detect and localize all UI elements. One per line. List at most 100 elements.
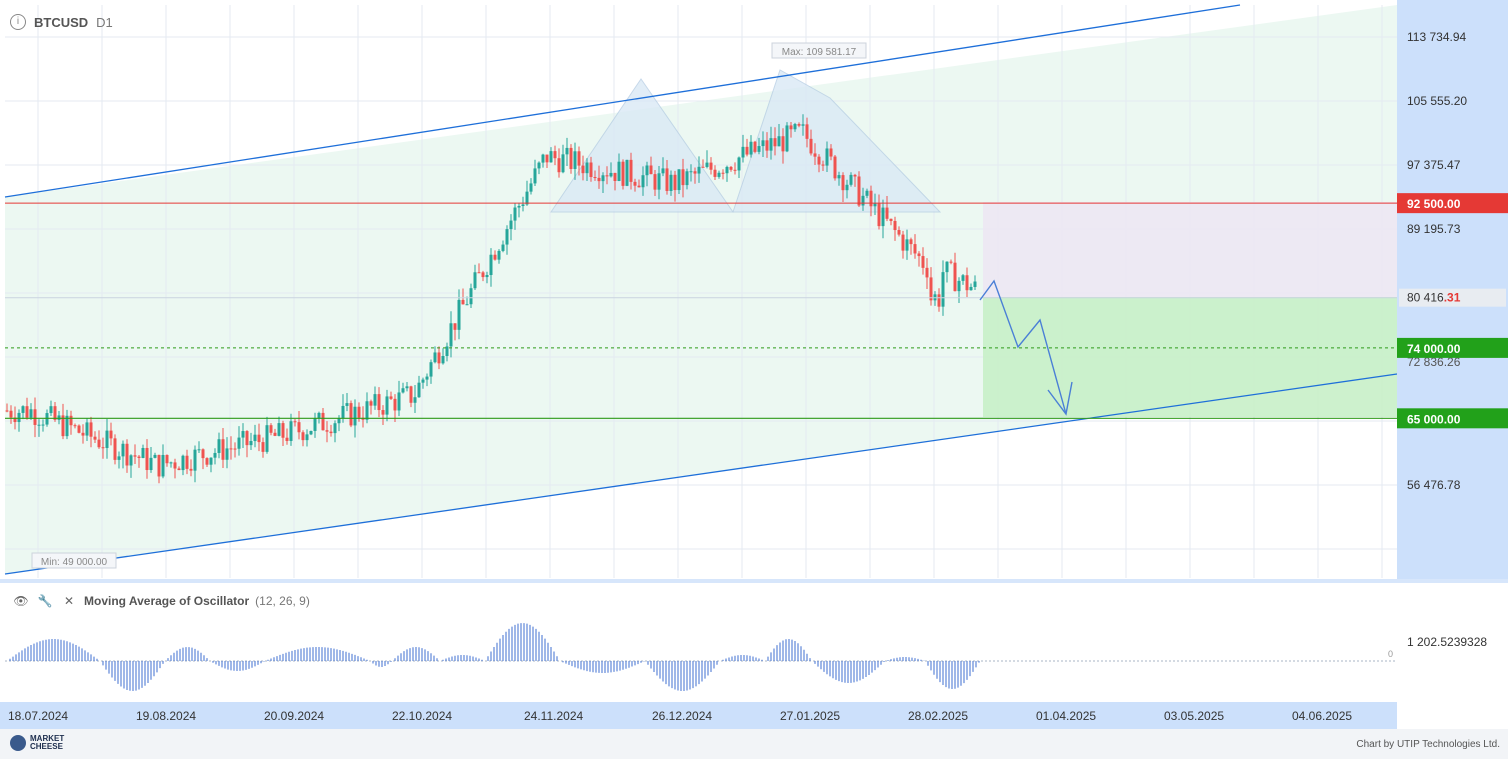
candle-body xyxy=(721,172,725,174)
candle-body xyxy=(541,154,545,163)
candle-body xyxy=(705,162,709,167)
x-tick-label: 22.10.2024 xyxy=(392,709,452,723)
candle-body xyxy=(597,177,601,182)
candle-body xyxy=(653,174,657,190)
candle-body xyxy=(913,244,917,254)
candle-body xyxy=(357,406,361,418)
level-label-92500: 92 500.00 xyxy=(1407,197,1461,211)
candle-body xyxy=(145,447,149,471)
candle-body xyxy=(369,401,373,406)
candle-body xyxy=(445,346,449,357)
candle-body xyxy=(937,294,941,307)
candle-body xyxy=(769,138,773,151)
candle-body xyxy=(761,140,765,147)
indicator-params: (12, 26, 9) xyxy=(255,594,310,608)
candle-body xyxy=(869,190,873,207)
candle-body xyxy=(817,156,821,165)
candle-body xyxy=(809,138,813,154)
candle-body xyxy=(341,405,345,418)
candle-body xyxy=(257,434,261,443)
candle-body xyxy=(529,183,533,192)
candle-body xyxy=(85,422,89,436)
candle-body xyxy=(193,449,197,471)
level-badge-92500 xyxy=(1397,193,1508,214)
candle-body xyxy=(289,421,293,441)
candle-body xyxy=(897,230,901,235)
candle-body xyxy=(381,410,385,415)
x-tick-label: 03.05.2025 xyxy=(1164,709,1224,723)
candle-body xyxy=(745,146,749,155)
candle-body xyxy=(905,239,909,251)
candle-body xyxy=(353,406,357,426)
candle-body xyxy=(753,141,757,152)
x-tick-label: 26.12.2024 xyxy=(652,709,712,723)
candle-body xyxy=(517,205,521,208)
candle-body xyxy=(709,162,713,170)
candle-body xyxy=(885,207,889,219)
candle-body xyxy=(469,288,473,305)
candle-body xyxy=(661,168,665,174)
candle-body xyxy=(125,443,129,466)
candle-body xyxy=(613,172,617,181)
pane-separator xyxy=(0,579,1508,583)
min-label: Min: 49 000.00 xyxy=(41,557,108,568)
brand-logo: MARKET CHEESE xyxy=(10,735,64,751)
candle-body xyxy=(665,168,669,191)
info-icon[interactable]: i xyxy=(10,14,26,30)
forecast-path xyxy=(979,279,1067,415)
level-label-65000: 65 000.00 xyxy=(1407,412,1461,426)
candle-body xyxy=(93,436,97,440)
candle-body xyxy=(621,161,625,186)
candle-body xyxy=(921,256,925,268)
candle-body xyxy=(561,154,565,173)
candle-body xyxy=(205,458,209,465)
candle-body xyxy=(925,267,929,278)
logo-text: MARKET CHEESE xyxy=(30,735,64,751)
candle-body xyxy=(161,454,165,477)
candle-body xyxy=(141,447,145,458)
candle-body xyxy=(217,439,221,453)
candle-body xyxy=(617,161,621,181)
candle-body xyxy=(593,177,597,179)
level-badge-74000 xyxy=(1397,337,1508,358)
candle-body xyxy=(129,455,133,466)
candle-body xyxy=(149,457,153,471)
wrench-icon[interactable]: 🔧 xyxy=(37,594,53,608)
candle-body xyxy=(121,443,125,457)
candle-body xyxy=(625,159,629,186)
candle-body xyxy=(201,449,205,459)
candle-body xyxy=(177,468,181,471)
candle-body xyxy=(189,468,193,471)
eye-icon[interactable]: 👁 xyxy=(13,594,29,608)
candle-body xyxy=(713,169,717,177)
candle-body xyxy=(249,441,253,446)
level-label-74000: 74 000.00 xyxy=(1407,342,1461,356)
candle-body xyxy=(173,462,177,469)
candle-body xyxy=(729,166,733,170)
x-tick-label: 20.09.2024 xyxy=(264,709,324,723)
candle-body xyxy=(373,394,377,406)
candle-body xyxy=(213,452,217,458)
candle-body xyxy=(17,412,21,423)
candle-body xyxy=(525,191,529,205)
candle-body xyxy=(425,376,429,380)
candle-body xyxy=(77,425,81,433)
channel-lower-line xyxy=(4,373,1398,575)
candle-body xyxy=(757,146,761,152)
candle-body xyxy=(473,272,477,289)
close-icon[interactable]: ✕ xyxy=(63,594,75,608)
candle-body xyxy=(589,162,593,178)
candle-body xyxy=(117,456,121,460)
candle-body xyxy=(237,437,241,449)
candle-body xyxy=(681,169,685,186)
oscillator-zero-label: 0 xyxy=(1388,649,1393,659)
candle-body xyxy=(677,169,681,191)
timeframe-label[interactable]: D1 xyxy=(96,14,113,30)
candle-body xyxy=(749,141,753,155)
candle-body xyxy=(785,125,789,152)
candle-body xyxy=(689,171,693,173)
candle-body xyxy=(317,412,321,419)
candle-body xyxy=(97,439,101,448)
candle-body xyxy=(509,220,513,230)
